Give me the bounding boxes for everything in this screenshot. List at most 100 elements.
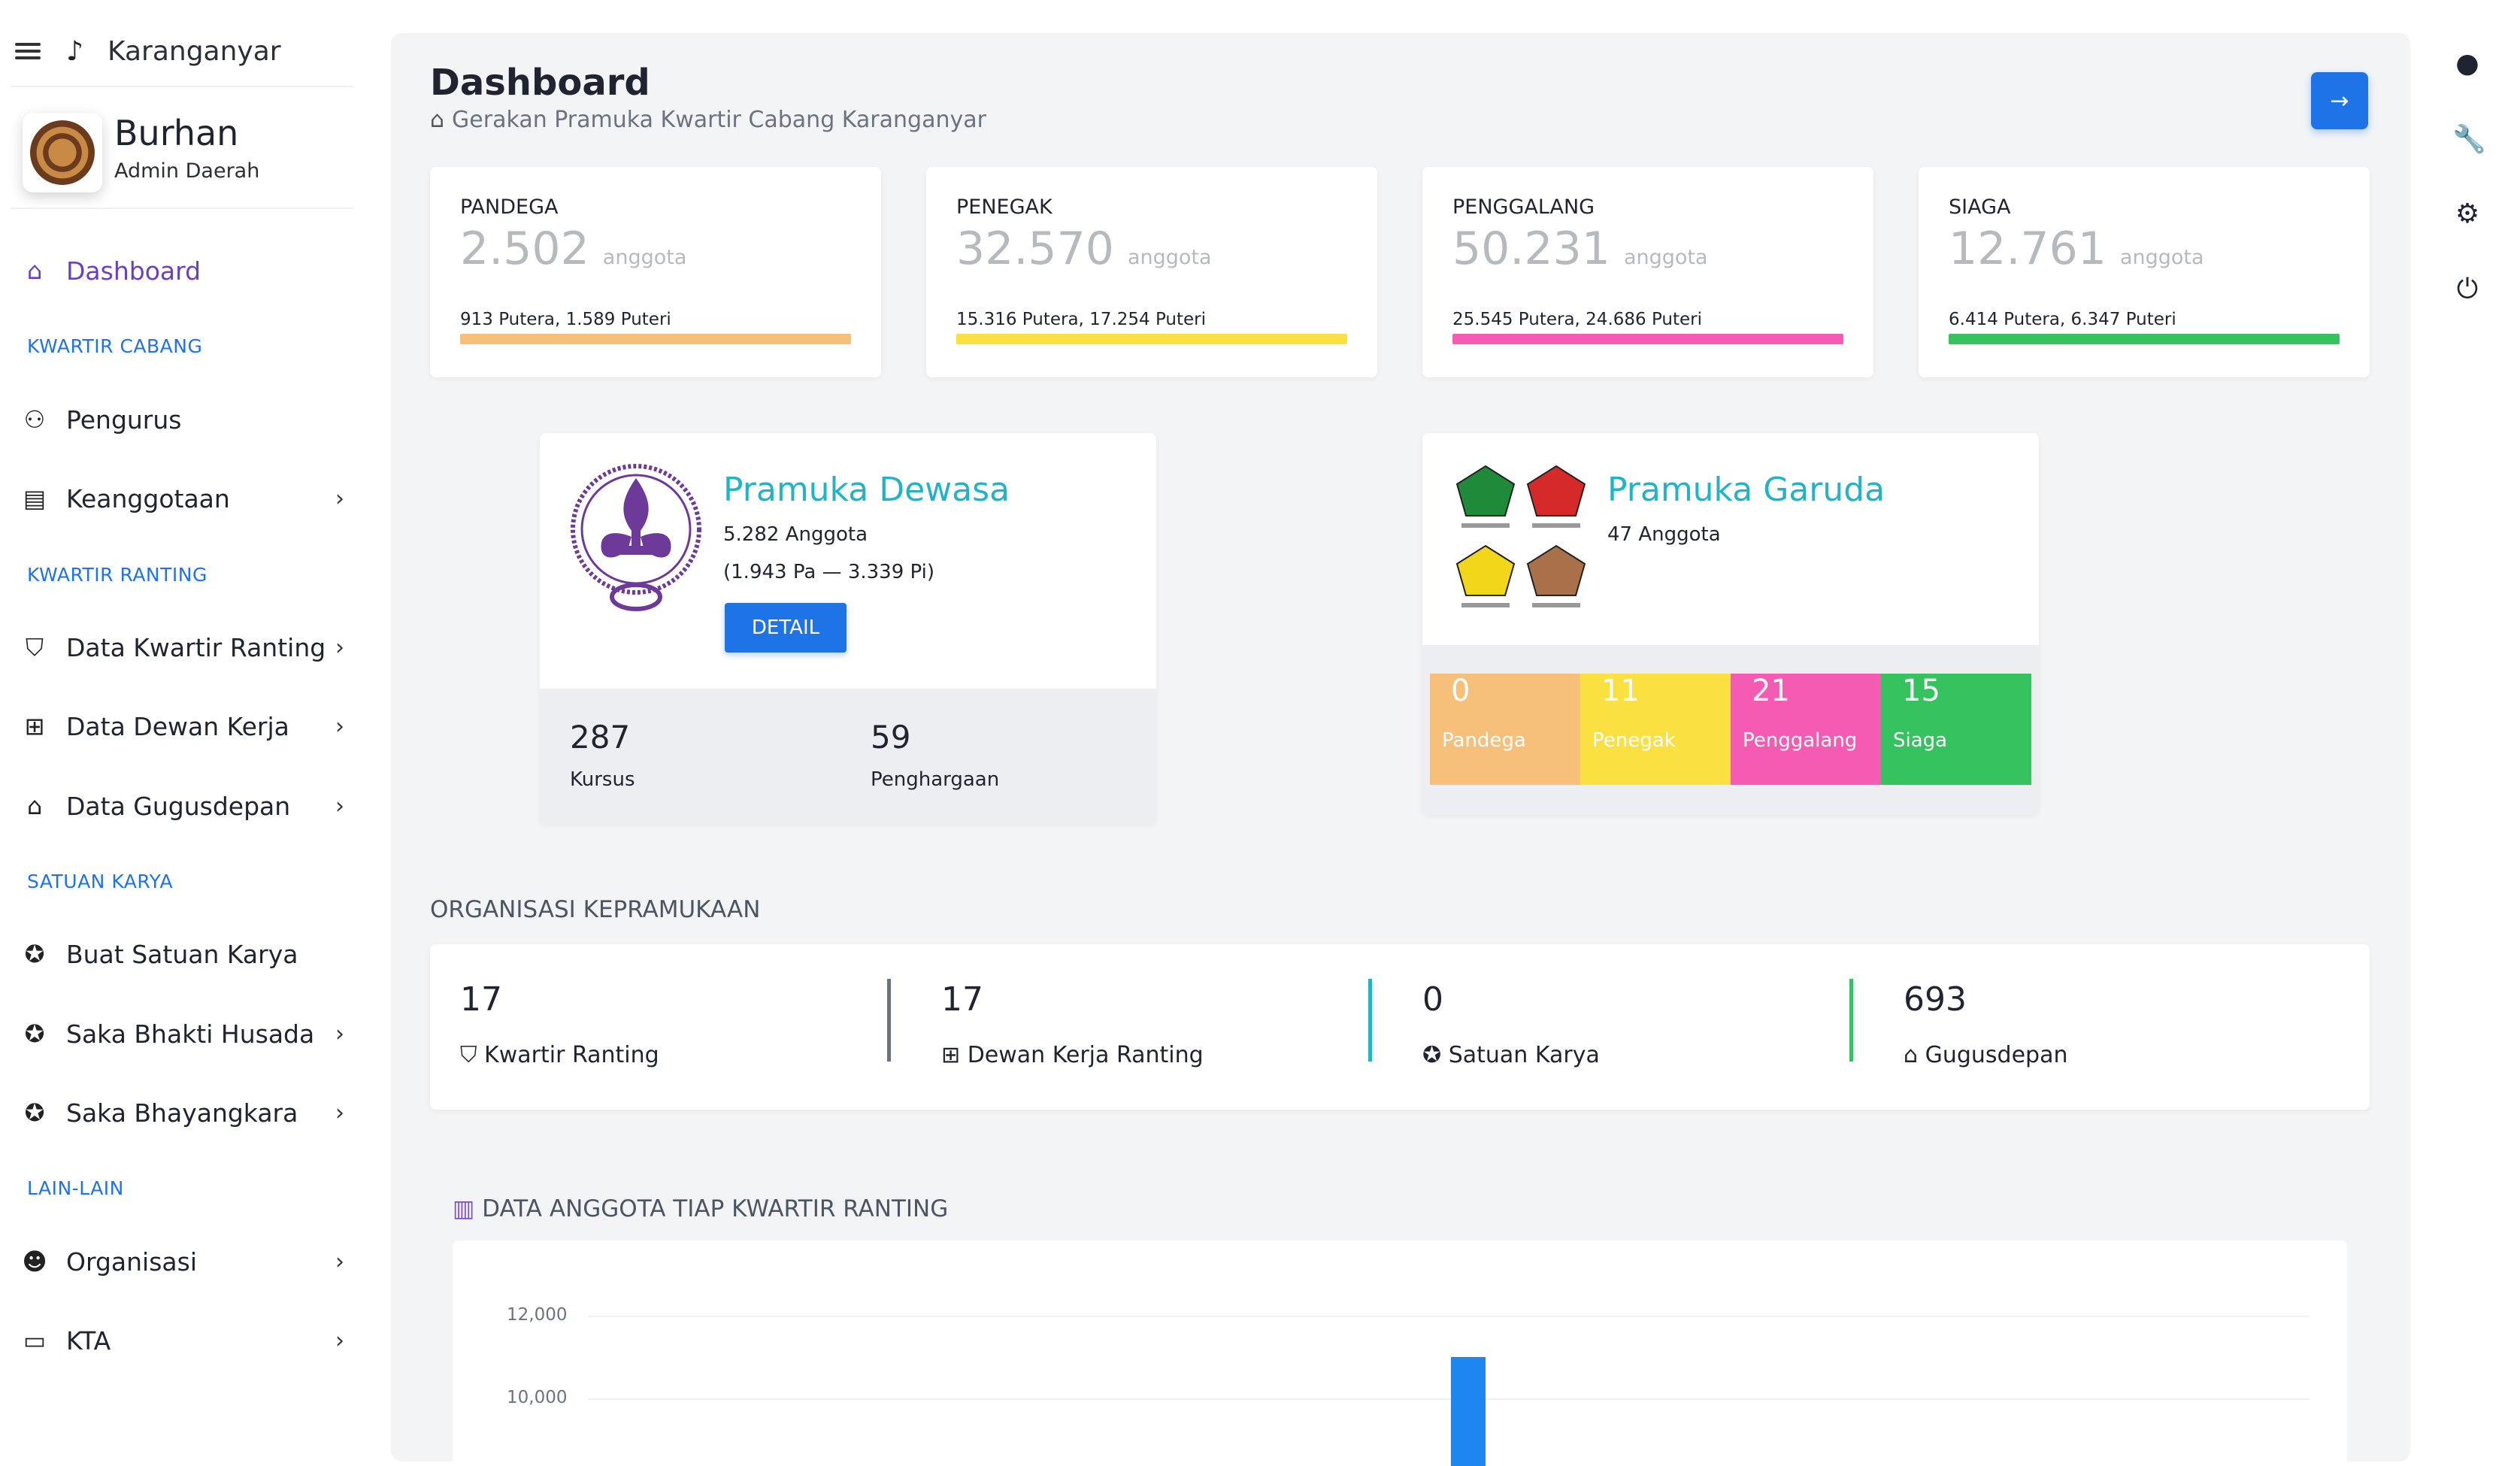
penghargaan-label: Penghargaan — [871, 768, 1000, 791]
y-tick-10000: 10,000 — [507, 1388, 568, 1407]
pramuka-garuda-title: Pramuka Garuda — [1607, 471, 1885, 509]
stat-bar — [460, 334, 851, 344]
chevron-right-icon: › — [335, 485, 344, 512]
chevron-right-icon: › — [335, 634, 344, 661]
stat-value: 50.231 anggota — [1452, 223, 1708, 275]
sidebar: ♪ Karanganyar Burhan Admin Daerah ⌂ Dash… — [0, 0, 368, 1407]
detail-button[interactable]: DETAIL — [725, 603, 847, 653]
organisasi-card: 17 ⛉ Kwartir Ranting 17 ⊞ Dewan Kerja Ra… — [430, 944, 2370, 1110]
org-value: 693 — [1904, 980, 1967, 1019]
stat-bar — [1949, 334, 2340, 344]
sidebar-item-data-dewan-kerja[interactable]: ⊞ Data Dewan Kerja › — [21, 704, 344, 749]
credit-card-icon: ▭ — [23, 1326, 47, 1355]
stat-card-penggalang: PENGGALANG 50.231 anggota 25.545 Putera, … — [1422, 167, 1873, 377]
organisasi-heading: ORGANISASI KEPRAMUKAAN — [430, 896, 761, 923]
gear-icon[interactable]: ⚙ — [2455, 198, 2480, 229]
chart-bar[interactable] — [1451, 1357, 1486, 1466]
bank-icon: ⌂ — [26, 792, 43, 820]
chart-card: 12,000 10,000 — [453, 1240, 2347, 1466]
music-note-icon: ♪ — [66, 35, 83, 67]
stat-detail: 15.316 Putera, 17.254 Puteri — [956, 310, 1207, 329]
stat-value: 2.502 anggota — [460, 223, 687, 275]
sidebar-item-keanggotaan[interactable]: ▤ Keanggotaan › — [21, 476, 344, 521]
users-icon: ⚇ — [23, 405, 46, 434]
avatar[interactable] — [23, 113, 102, 192]
org-value: 17 — [460, 980, 502, 1019]
star-circle-icon: ✪ — [24, 1098, 45, 1127]
shield-check-icon: ⛉ — [25, 632, 44, 662]
sidebar-item-data-kwartir-ranting[interactable]: ⛉ Data Kwartir Ranting › — [21, 625, 344, 670]
go-arrow-button[interactable]: → — [2311, 72, 2368, 129]
org-value: 0 — [1422, 980, 1443, 1019]
sidebar-item-kta[interactable]: ▭ KTA › — [21, 1318, 344, 1363]
stat-detail: 913 Putera, 1.589 Puteri — [460, 310, 671, 329]
section-kwartir-ranting: KWARTIR RANTING — [27, 564, 207, 586]
fleur-de-lis-icon — [571, 464, 701, 611]
sidebar-item-label: Keanggotaan — [66, 483, 230, 513]
divider — [887, 979, 891, 1062]
divider — [11, 86, 353, 87]
chevron-right-icon: › — [335, 1248, 344, 1275]
gridline — [588, 1398, 2309, 1400]
bank-icon: ⌂ — [430, 107, 445, 133]
hamburger-menu-icon[interactable] — [15, 43, 41, 59]
chevron-right-icon: › — [335, 713, 344, 740]
org-label-dewan-kerja-ranting: ⊞ Dewan Kerja Ranting — [941, 1042, 1204, 1068]
garuda-tile-penegak[interactable]: 11 Penegak — [1580, 674, 1731, 785]
stat-bar — [1452, 334, 1843, 344]
pramuka-garuda-card: Pramuka Garuda 47 Anggota 0 Pandega 11 P… — [1422, 433, 2039, 815]
garuda-tiles: 0 Pandega 11 Penegak 21 Penggalang 15 Si… — [1430, 674, 2031, 785]
sidebar-item-pengurus[interactable]: ⚇ Pengurus — [21, 397, 344, 442]
first-aid-icon: ⊞ — [941, 1042, 961, 1068]
pramuka-dewasa-footer: 287 Kursus 59 Penghargaan — [540, 689, 1156, 824]
stat-detail: 25.545 Putera, 24.686 Puteri — [1452, 310, 1703, 329]
garuda-tile-penggalang[interactable]: 21 Penggalang — [1731, 674, 1881, 785]
first-aid-icon: ⊞ — [24, 712, 45, 741]
stat-value: 32.570 anggota — [956, 223, 1212, 275]
chevron-right-icon: › — [335, 1020, 344, 1047]
bank-icon: ⌂ — [1904, 1042, 1919, 1068]
chart-heading: ▥ DATA ANGGOTA TIAP KWARTIR RANTING — [453, 1195, 949, 1222]
sidebar-item-dashboard[interactable]: ⌂ Dashboard — [21, 248, 344, 293]
home-icon: ⌂ — [26, 256, 43, 285]
stat-detail: 6.414 Putera, 6.347 Puteri — [1949, 310, 2176, 329]
sidebar-item-saka-bhayangkara[interactable]: ✪ Saka Bhayangkara › — [21, 1090, 344, 1135]
star-circle-icon: ✪ — [1422, 1042, 1442, 1068]
star-circle-icon: ✪ — [24, 940, 45, 968]
chevron-right-icon: › — [335, 792, 344, 819]
sidebar-item-label: Data Dewan Kerja — [66, 711, 289, 741]
divider — [11, 207, 353, 209]
id-card-icon: ▤ — [23, 484, 47, 513]
garuda-tiles-area: 0 Pandega 11 Penegak 21 Penggalang 15 Si… — [1422, 645, 2039, 815]
sidebar-item-label: Organisasi — [66, 1246, 197, 1277]
sidebar-item-data-gugusdepan[interactable]: ⌂ Data Gugusdepan › — [21, 783, 344, 828]
sidebar-item-buat-satuan-karya[interactable]: ✪ Buat Satuan Karya — [21, 931, 344, 977]
sidebar-item-label: KTA — [66, 1325, 111, 1355]
sidebar-item-label: Saka Bhayangkara — [66, 1098, 298, 1128]
section-lain-lain: LAIN-LAIN — [27, 1177, 124, 1199]
page-subtitle: ⌂ Gerakan Pramuka Kwartir Cabang Karangan… — [430, 107, 986, 133]
user-icon: ☻ — [22, 1247, 47, 1276]
garuda-tile-pandega[interactable]: 0 Pandega — [1430, 674, 1580, 785]
section-kwartir-cabang: KWARTIR CABANG — [27, 335, 203, 357]
account-icon[interactable]: ● — [2455, 48, 2479, 79]
garuda-badges-icon — [1455, 465, 1586, 607]
gridline — [588, 1316, 2309, 1317]
stat-label: PANDEGA — [460, 195, 559, 219]
sidebar-item-label: Data Kwartir Ranting — [66, 632, 326, 662]
divider — [1368, 979, 1372, 1062]
org-label-satuan-karya: ✪ Satuan Karya — [1422, 1042, 1600, 1068]
sidebar-item-organisasi[interactable]: ☻ Organisasi › — [21, 1239, 344, 1284]
org-label-kwartir-ranting: ⛉ Kwartir Ranting — [460, 1042, 659, 1068]
sidebar-item-saka-bhakti-husada[interactable]: ✪ Saka Bhakti Husada › — [21, 1011, 344, 1056]
kursus-label: Kursus — [570, 768, 635, 791]
user-profile: Burhan Admin Daerah — [23, 113, 353, 203]
power-icon[interactable]: ⏻ — [2456, 274, 2479, 304]
garuda-tile-siaga[interactable]: 15 Siaga — [1881, 674, 2031, 785]
stat-bar — [956, 334, 1347, 344]
kursus-value: 287 — [570, 719, 631, 756]
org-value: 17 — [941, 980, 983, 1019]
org-label-gugusdepan: ⌂ Gugusdepan — [1904, 1042, 2068, 1068]
section-satuan-karya: SATUAN KARYA — [27, 871, 174, 892]
wrench-icon[interactable]: 🔧 — [2452, 124, 2486, 155]
